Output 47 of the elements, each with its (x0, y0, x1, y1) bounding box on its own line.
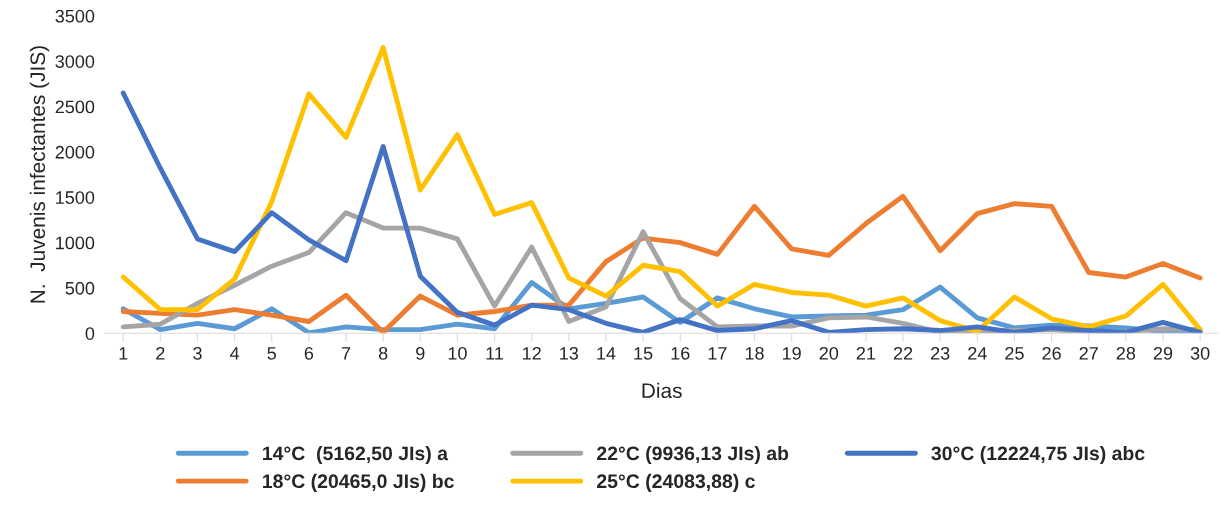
x-tick-label: 3 (193, 346, 202, 360)
y-tick-label: 3000 (55, 55, 95, 68)
x-tick-label: 21 (856, 346, 876, 360)
x-tick-label: 24 (968, 346, 987, 360)
legend-label: 30°C (12224,75 JIs) abc (931, 445, 1145, 465)
x-tick-label: 8 (378, 346, 388, 360)
y-tick-label: 2000 (55, 145, 95, 159)
x-tick-label: 22 (893, 346, 913, 360)
legend-label: 14°C (5162,50 JIs) a (263, 445, 449, 465)
line-series (120, 45, 1203, 334)
x-tick-label: 20 (819, 346, 839, 360)
x-tick-label: 17 (708, 347, 727, 360)
y-tick-label: 0 (85, 327, 95, 340)
x-tick-label: 18 (745, 346, 764, 360)
y-tick-label: 500 (65, 281, 95, 295)
y-tick-label: 3500 (55, 9, 95, 23)
x-tick-label: 23 (931, 346, 950, 360)
x-tick-label: 26 (1042, 346, 1061, 360)
x-tick-label: 6 (304, 346, 314, 360)
x-tick-label: 1 (119, 347, 128, 360)
y-tick-label: 1000 (56, 236, 95, 250)
x-tick-label: 25 (1005, 346, 1024, 360)
y-tick-label: 2500 (55, 100, 95, 114)
x-tick-label: 5 (267, 347, 277, 360)
x-tick-label: 2 (156, 346, 165, 360)
x-tick-label: 15 (634, 347, 653, 360)
x-tick-label: 13 (560, 346, 579, 360)
line-series (120, 90, 1203, 334)
x-tick-label: 16 (671, 346, 690, 360)
legend-label: 25°C (24083,88) c (597, 473, 755, 492)
x-tick-label: 14 (597, 347, 616, 360)
y-axis-title: N. Juvenis infectantes (JIS) (29, 46, 50, 303)
x-tick-label: 30 (1190, 346, 1210, 360)
legend-label: 22°C (9936,13 JIs) ab (597, 445, 789, 465)
legend-label: 18°C (20465,0 JIs) bc (263, 473, 454, 492)
x-tick-label: 12 (523, 346, 541, 360)
x-tick-label: 29 (1153, 346, 1173, 360)
x-axis-title: Dias (642, 382, 682, 399)
x-tick-label: 7 (341, 347, 351, 360)
x-tick-label: 10 (448, 346, 467, 360)
x-tick-label: 9 (416, 346, 425, 360)
x-tick-label: 11 (486, 347, 504, 360)
x-tick-label: 27 (1079, 346, 1098, 360)
x-tick-label: 4 (230, 347, 240, 360)
x-tick-label: 28 (1116, 346, 1136, 360)
y-tick-label: 1500 (56, 191, 95, 204)
x-tick-label: 19 (782, 346, 801, 360)
